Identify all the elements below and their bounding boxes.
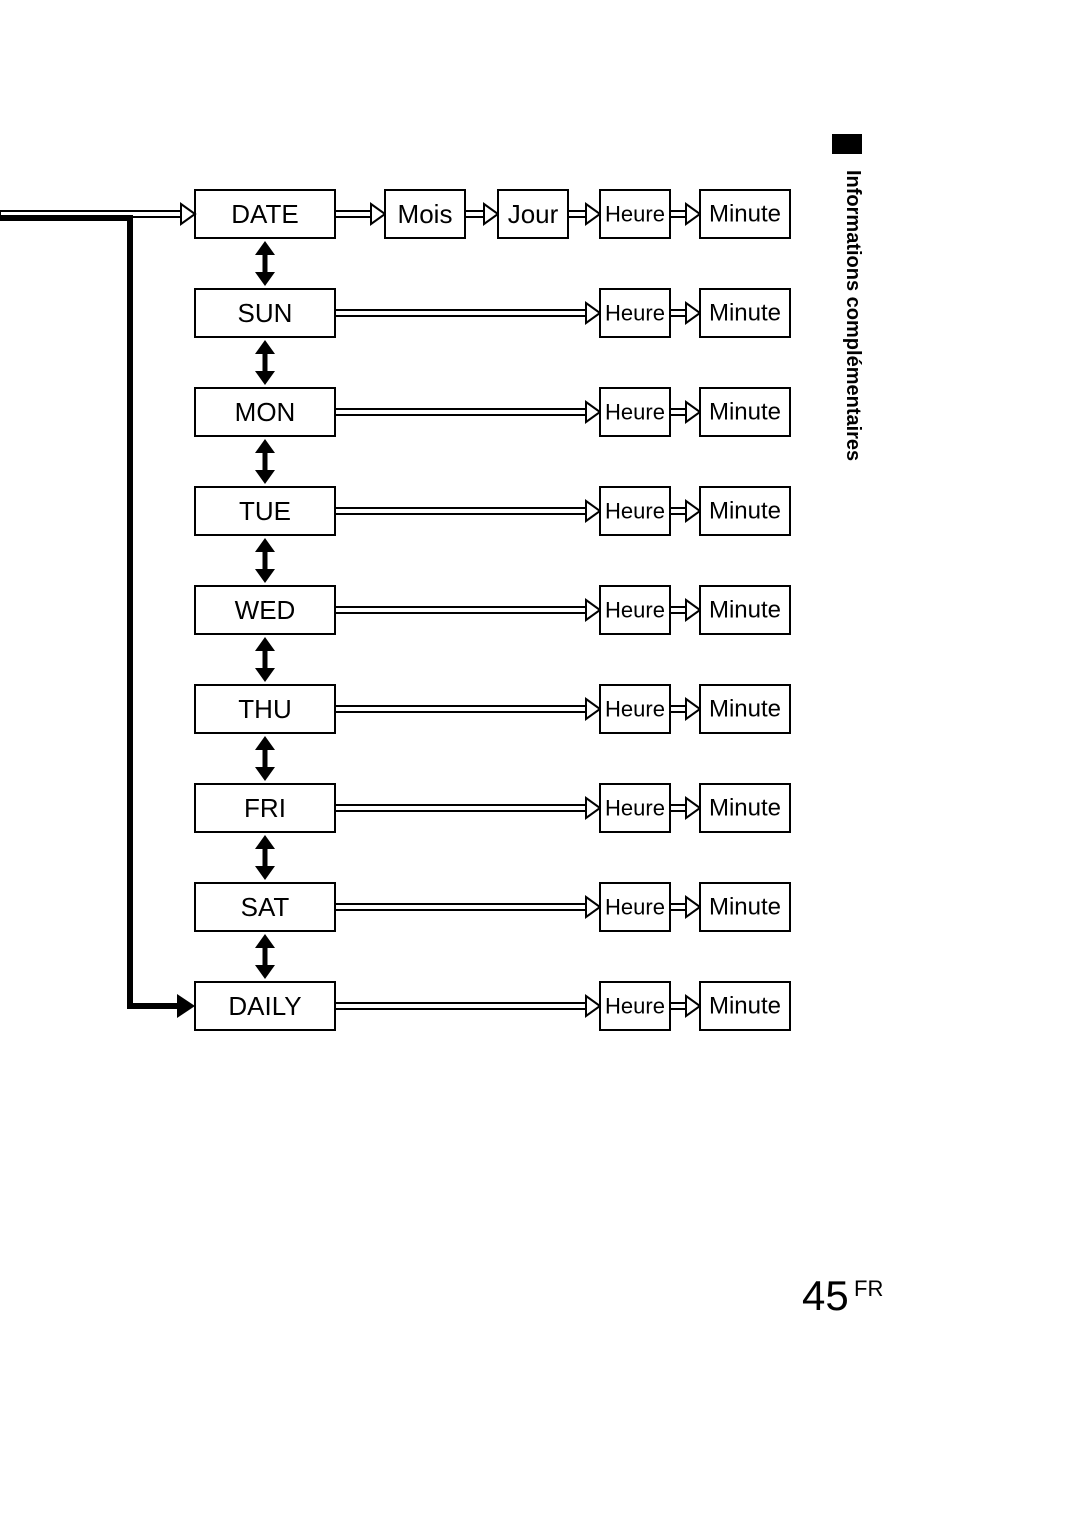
updown-1 — [255, 340, 275, 385]
updown-6 — [255, 835, 275, 880]
side-tab-bar — [832, 134, 862, 154]
main-box-date-label: DATE — [231, 199, 298, 229]
arrow-mois-jour — [465, 204, 498, 224]
minute-box-1-label: Minute — [709, 300, 781, 327]
updown-2 — [255, 439, 275, 484]
minute-box-6-label: Minute — [709, 795, 781, 822]
main-box-daily-label: DAILY — [228, 991, 301, 1021]
minute-box-3-label: Minute — [709, 498, 781, 525]
page-number-suffix: FR — [854, 1276, 883, 1301]
arrow-sat-heure — [335, 897, 600, 917]
updown-3 — [255, 538, 275, 583]
heure-box-2-label: Heure — [605, 400, 665, 425]
heure-box-7-label: Heure — [605, 895, 665, 920]
page-number: 45FR — [802, 1272, 883, 1319]
page-number-main: 45 — [802, 1272, 849, 1319]
updown-4 — [255, 637, 275, 682]
arrow-thu-heure — [335, 699, 600, 719]
updown-7 — [255, 934, 275, 979]
main-box-wed-label: WED — [235, 595, 296, 625]
minute-box-0-label: Minute — [709, 201, 781, 228]
arrow-heure-minute-5 — [670, 699, 700, 719]
heure-box-5-label: Heure — [605, 697, 665, 722]
side-tab-text: Informations complémentaires — [842, 170, 864, 461]
minute-box-4-label: Minute — [709, 597, 781, 624]
main-box-mon-label: MON — [235, 397, 296, 427]
arrow-heure-minute-0 — [670, 204, 700, 224]
arrow-daily-heure — [335, 996, 600, 1016]
jour-box-label: Jour — [508, 199, 559, 229]
arrow-mon-heure — [335, 402, 600, 422]
arrow-heure-minute-2 — [670, 402, 700, 422]
arrow-wed-heure — [335, 600, 600, 620]
minute-box-7-label: Minute — [709, 894, 781, 921]
heure-box-0-label: Heure — [605, 202, 665, 227]
heure-box-4-label: Heure — [605, 598, 665, 623]
minute-box-5-label: Minute — [709, 696, 781, 723]
minute-box-8-label: Minute — [709, 993, 781, 1020]
heure-box-1-label: Heure — [605, 301, 665, 326]
arrow-sun-heure — [335, 303, 600, 323]
arrow-jour-heure — [568, 204, 600, 224]
heure-box-6-label: Heure — [605, 796, 665, 821]
arrow-heure-minute-6 — [670, 798, 700, 818]
mois-box-label: Mois — [398, 199, 453, 229]
updown-5 — [255, 736, 275, 781]
main-box-fri-label: FRI — [244, 793, 286, 823]
main-box-sun-label: SUN — [238, 298, 293, 328]
arrow-heure-minute-8 — [670, 996, 700, 1016]
arrow-heure-minute-3 — [670, 501, 700, 521]
arrow-date-mois — [335, 204, 385, 224]
main-box-thu-label: THU — [238, 694, 291, 724]
arrow-tue-heure — [335, 501, 600, 521]
main-box-tue-label: TUE — [239, 496, 291, 526]
arrow-heure-minute-4 — [670, 600, 700, 620]
updown-0 — [255, 241, 275, 286]
minute-box-2-label: Minute — [709, 399, 781, 426]
arrow-heure-minute-7 — [670, 897, 700, 917]
heure-box-3-label: Heure — [605, 499, 665, 524]
main-box-sat-label: SAT — [241, 892, 290, 922]
arrow-heure-minute-1 — [670, 303, 700, 323]
arrow-fri-heure — [335, 798, 600, 818]
heavy-return-arrow — [0, 218, 195, 1018]
heure-box-8-label: Heure — [605, 994, 665, 1019]
